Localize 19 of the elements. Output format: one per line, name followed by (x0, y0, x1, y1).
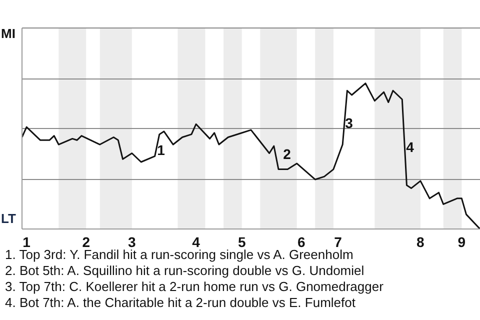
x-tick-label: 1 (22, 234, 31, 250)
annotation: 4 (406, 139, 414, 155)
x-tick-label: 9 (458, 234, 466, 250)
annotation: 3 (345, 115, 354, 131)
x-tick-label: 6 (297, 234, 306, 250)
text: LT (1, 211, 16, 226)
annotation: 2 (283, 146, 292, 162)
text: 1. Top 3rd: Y. Fandil hit a run-scoring single vs A. Greenholm (5, 247, 354, 263)
x-tick-label: 2 (82, 234, 90, 250)
x-tick-label: 3 (128, 234, 136, 250)
x-tick-label: 7 (334, 234, 342, 250)
x-tick-label: 5 (238, 234, 246, 250)
text: MI (1, 26, 16, 41)
text: 4. Bot 7th: A. the Charitable hit a 2-run double vs E. Fumlefot (5, 295, 356, 311)
annotation: 1 (157, 142, 166, 158)
x-tick-label: 4 (192, 234, 200, 250)
text: 3. Top 7th: C. Koellerer hit a 2-run home run vs G. Gnomedragger (5, 279, 384, 295)
text: 2. Bot 5th: A. Squillino hit a run-scoring double vs G. Undomiel (5, 263, 366, 279)
x-tick-label: 8 (416, 234, 425, 250)
